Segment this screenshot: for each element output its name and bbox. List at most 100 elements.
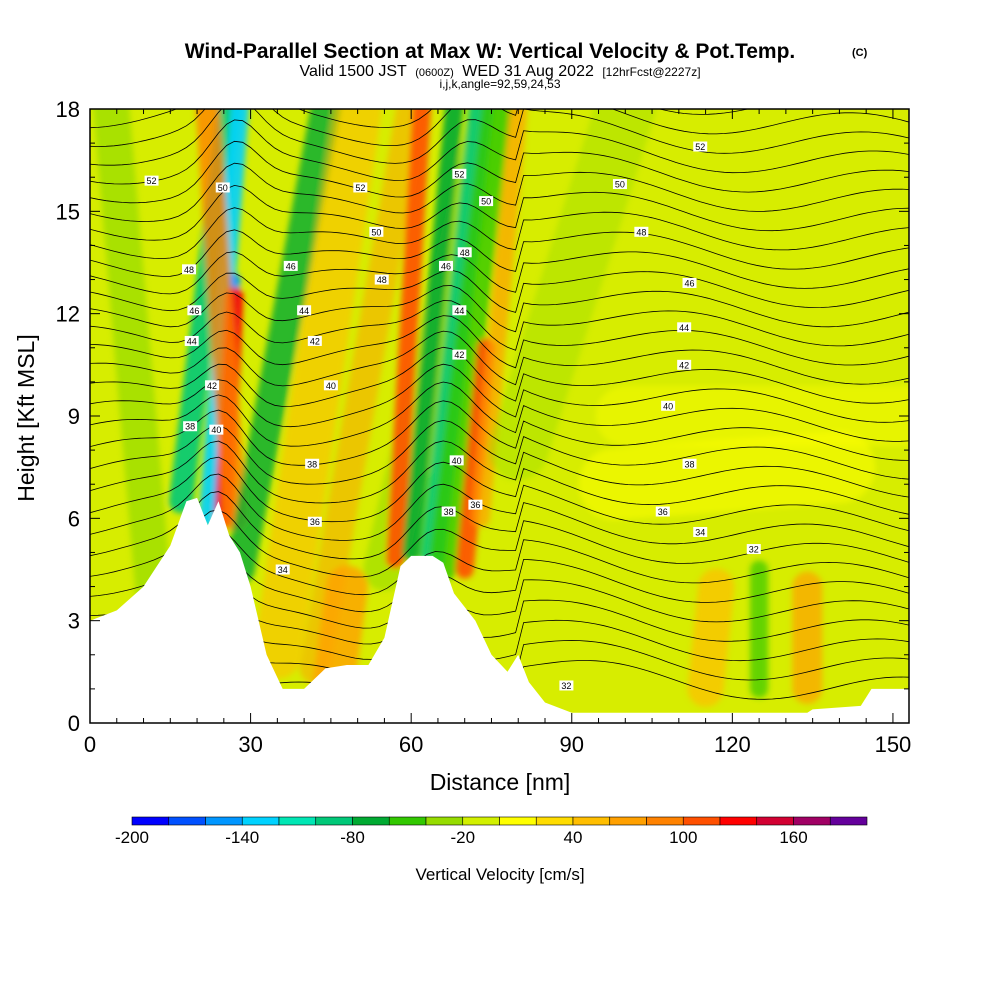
contour-label: 48	[377, 275, 387, 285]
colorbar-swatch	[462, 816, 500, 826]
contour-label: 34	[695, 527, 705, 537]
contour-label-box	[144, 175, 159, 186]
theta-contour-line	[90, 207, 909, 260]
contour-label-box	[452, 168, 467, 179]
x-tick-label: 30	[238, 732, 262, 757]
contour-label-box	[297, 305, 312, 316]
copyright-mark: (C)	[852, 47, 868, 59]
contour-label: 44	[679, 323, 689, 333]
y-tick-label: 3	[68, 609, 80, 634]
contour-label: 44	[454, 306, 464, 316]
contour-label: 46	[286, 261, 296, 271]
contour-label-box	[209, 424, 224, 435]
velocity-band	[488, 109, 656, 481]
contour-label-box	[353, 182, 368, 193]
colorbar-tick-label: 100	[669, 828, 697, 847]
y-tick-label: 9	[68, 404, 80, 429]
contour-label-box	[452, 305, 467, 316]
colorbar-tick-labels: -200 -140 -80 -20 40 100 160	[115, 828, 808, 847]
colorbar-swatch	[388, 816, 427, 826]
velocity-band	[687, 568, 735, 707]
theta-contour-line	[90, 162, 909, 222]
contour-label-box	[187, 305, 202, 316]
theta-contour-line	[90, 330, 909, 387]
contour-label: 34	[278, 565, 288, 575]
contour-label: 38	[185, 422, 195, 432]
theta-contour-line	[90, 109, 909, 166]
contour-label-box	[182, 264, 197, 275]
contour-label-box	[449, 455, 464, 466]
contour-label-box	[369, 226, 384, 237]
theta-contour-line	[90, 363, 909, 428]
contour-label-box	[682, 458, 697, 469]
contour-label: 40	[452, 456, 462, 466]
colorbar	[131, 816, 868, 826]
colorbar-swatch	[756, 816, 794, 826]
contour-label-box	[275, 564, 290, 575]
velocity-band	[428, 109, 512, 582]
contour-label-box	[612, 179, 627, 190]
theta-contour-line	[90, 119, 909, 185]
x-tick-label: 90	[560, 732, 584, 757]
contour-label-box	[682, 277, 697, 288]
contour-label: 46	[685, 278, 695, 288]
colorbar-swatch	[352, 816, 390, 826]
colorbar-swatch	[682, 816, 721, 826]
theta-contour-labels: 52 50 48 46 44 42 40 38 52 50 48 46 44 42 40 38 36 34 52 50…	[144, 141, 761, 691]
contour-label: 40	[326, 381, 336, 391]
subtitle-utc: (0600Z)	[415, 67, 454, 79]
theta-contour-line	[90, 400, 909, 466]
theta-contour-line	[90, 440, 909, 504]
y-axis-label: Height [Kft MSL]	[13, 334, 39, 501]
y-tick-label: 15	[56, 199, 80, 224]
theta-contour-line	[90, 473, 909, 541]
contour-label: 36	[470, 500, 480, 510]
contour-label-box	[693, 141, 708, 152]
theta-contour-line	[90, 229, 909, 277]
velocity-band	[578, 431, 876, 521]
colorbar-swatch	[205, 816, 243, 826]
contour-label-box	[634, 226, 649, 237]
contour-label-box	[307, 335, 322, 346]
theta-contour-line	[90, 509, 909, 578]
contour-label: 42	[454, 350, 464, 360]
contour-label-box	[305, 458, 320, 469]
contour-label: 46	[189, 306, 199, 316]
contour-label-box	[746, 544, 761, 555]
subtitle-indices: i,j,k,angle=92,59,24,53	[439, 77, 560, 91]
colorbar-swatch	[609, 816, 647, 826]
theta-contour-line	[90, 300, 909, 351]
contour-label-box	[479, 196, 494, 207]
contour-label-box	[661, 400, 676, 411]
contour-label: 48	[460, 248, 470, 258]
contour-label: 50	[615, 180, 625, 190]
colorbar-swatch	[168, 816, 206, 826]
contour-label-box	[374, 274, 389, 285]
colorbar-swatch	[241, 816, 280, 826]
theta-contour-line	[90, 456, 909, 523]
theta-contour-line	[90, 346, 909, 407]
contour-label: 42	[679, 360, 689, 370]
y-tick-label: 0	[68, 711, 80, 736]
contour-label: 48	[636, 227, 646, 237]
colorbar-tick-label: -140	[225, 828, 259, 847]
colorbar-swatch	[793, 816, 831, 826]
x-tick-label: 0	[84, 732, 96, 757]
contour-label-box	[441, 506, 456, 517]
contour-label-box	[215, 182, 230, 193]
x-axis-label: Distance [nm]	[430, 769, 571, 795]
velocity-band	[224, 109, 341, 585]
subtitle-valid: Valid 1500 JST	[299, 63, 407, 80]
contour-label-box	[323, 380, 338, 391]
colorbar-swatch	[646, 816, 684, 826]
contour-label-box	[307, 516, 322, 527]
contour-label-box	[655, 506, 670, 517]
colorbar-tick-label: 160	[779, 828, 807, 847]
plot-area: 52 50 48 46 44 42 40 38 52 50 48 46 44 42 40 38 36 34 52 50…	[90, 109, 909, 723]
chart-title: Wind-Parallel Section at Max W: Vertical…	[185, 40, 796, 63]
contour-label: 52	[355, 183, 365, 193]
x-tick-label: 150	[875, 732, 912, 757]
contour-label: 40	[663, 401, 673, 411]
